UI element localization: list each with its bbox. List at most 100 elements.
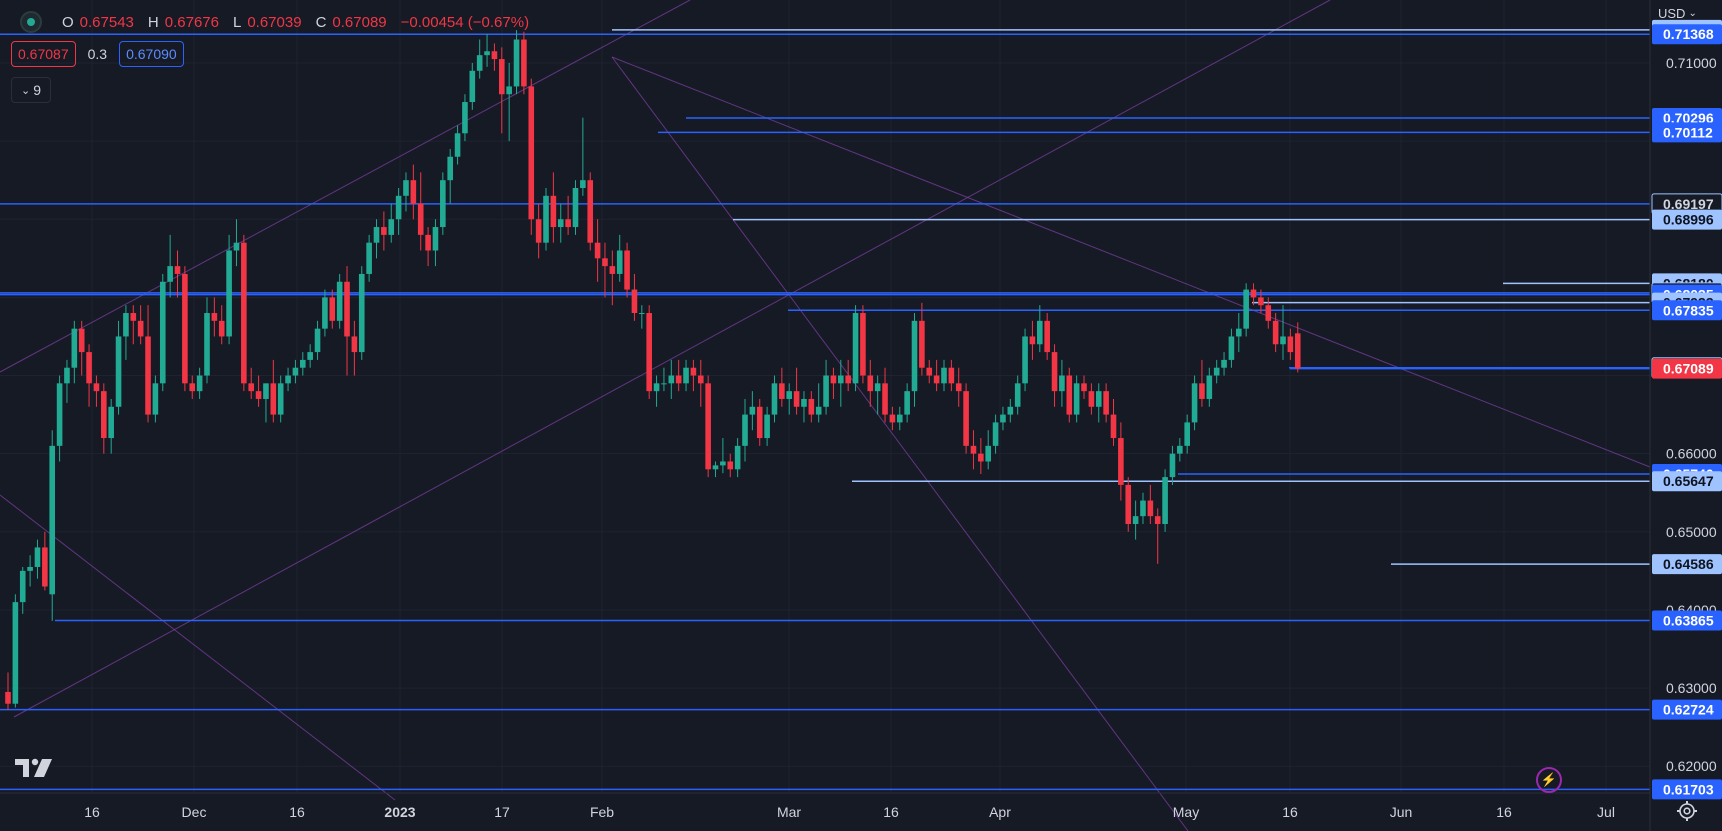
settings-gear-icon[interactable] — [1676, 800, 1698, 822]
candle-body — [218, 320, 225, 337]
indicators-toggle-button[interactable]: ⌄ 9 — [11, 77, 51, 103]
candle-body — [152, 383, 159, 415]
x-tick-label: Jul — [1597, 804, 1615, 820]
change-value: −0.00454 (−0.67%) — [400, 13, 530, 31]
candle-body — [101, 391, 107, 439]
candle-body — [1088, 391, 1095, 407]
candle-body — [292, 367, 299, 376]
high-value: 0.67676 — [164, 13, 219, 31]
candle-body — [1169, 453, 1176, 478]
sell-price-button[interactable]: 0.67087 — [11, 41, 76, 67]
level-label-box — [1652, 24, 1722, 45]
candle-body — [1154, 516, 1161, 524]
candle-body — [1110, 414, 1117, 439]
candle-body — [867, 375, 874, 392]
tradingview-logo-icon[interactable] — [15, 757, 55, 779]
level-label-text: 0.65647 — [1663, 473, 1714, 489]
candle-body — [705, 383, 711, 470]
candle-body — [624, 250, 630, 290]
candle-body — [78, 328, 85, 353]
candle-body — [71, 328, 78, 368]
symbol-status-icon[interactable] — [20, 11, 42, 33]
candle-body — [64, 367, 70, 384]
candle-body — [263, 383, 269, 399]
candle-body — [1095, 391, 1102, 407]
x-tick-label: Feb — [590, 804, 614, 820]
ohlc-legend: O 0.67543 H 0.67676 L 0.67039 C 0.67089 −0.0… — [20, 8, 537, 36]
candle-body — [941, 367, 947, 384]
level-label-box — [1652, 554, 1722, 575]
candle-body — [1125, 484, 1132, 524]
candle-body — [815, 406, 822, 415]
trendline — [611, 56, 1189, 831]
candle-body — [616, 250, 623, 274]
candle-body — [204, 313, 210, 376]
candle-body — [889, 414, 896, 423]
candle-body — [403, 180, 409, 196]
candle-body — [1265, 305, 1272, 321]
candle-body — [123, 313, 129, 337]
candle-body — [845, 375, 851, 384]
bid-ask-row: 0.67087 0.3 0.67090 — [11, 41, 184, 67]
candle-body — [285, 375, 291, 384]
level-label-text: 0.64586 — [1663, 556, 1714, 572]
close-value: 0.67089 — [332, 13, 387, 31]
candle-body — [211, 313, 218, 321]
candle-body — [226, 250, 232, 337]
trendline — [611, 56, 1651, 468]
level-labels: 0.714230.713680.702960.701120.691970.689… — [1651, 19, 1722, 800]
x-tick-label: 16 — [1282, 804, 1298, 820]
candle-body — [1014, 383, 1021, 407]
buy-price-button[interactable]: 0.67090 — [119, 41, 184, 67]
candle-body — [314, 328, 321, 353]
close-key: C — [315, 13, 327, 31]
candle-body — [336, 281, 343, 321]
candle-body — [1029, 336, 1036, 345]
candle-body — [1044, 320, 1050, 353]
chevron-down-icon: ⌄ — [1688, 8, 1697, 19]
candle-body — [535, 219, 542, 243]
candle-body — [661, 383, 667, 385]
candle-body — [690, 367, 697, 376]
candle-body — [432, 227, 439, 251]
candle-body — [933, 375, 940, 384]
candle-body — [1132, 516, 1139, 524]
candle-body — [911, 320, 918, 392]
candle-body — [425, 234, 431, 251]
candle-body — [86, 352, 92, 384]
candle-body — [34, 547, 41, 567]
candle-body — [1162, 477, 1168, 524]
candle-body — [646, 313, 652, 392]
candle-body — [572, 187, 579, 228]
lightning-icon[interactable]: ⚡ — [1536, 767, 1562, 793]
level-label-text: 0.67835 — [1663, 302, 1714, 318]
trendline — [13, 0, 1331, 718]
candle-body — [631, 289, 638, 314]
x-tick-label: 17 — [494, 804, 510, 820]
currency-label: USD — [1658, 6, 1686, 21]
candle-body — [1199, 383, 1205, 399]
candle-body — [587, 180, 594, 243]
candle-body — [1000, 414, 1006, 423]
candle-body — [491, 51, 498, 60]
level-label-box — [1652, 779, 1722, 800]
candle-body — [985, 445, 992, 462]
candle-body — [388, 219, 395, 235]
open-key: O — [62, 13, 74, 31]
candle-body — [1059, 375, 1065, 392]
level-label-text: 0.61703 — [1663, 781, 1714, 797]
level-label-text: 0.63865 — [1663, 612, 1714, 628]
candle-body — [697, 375, 704, 384]
candle-body — [513, 39, 520, 87]
candle-body — [42, 547, 48, 587]
candle-body — [476, 55, 483, 71]
currency-selector[interactable]: USD ⌄ — [1658, 6, 1697, 21]
candle-body — [1213, 367, 1220, 376]
candle-body — [300, 359, 306, 368]
candle-body — [675, 375, 682, 384]
candle-body — [764, 414, 770, 439]
candle-body — [145, 336, 151, 415]
candle-body — [992, 422, 999, 446]
candle-body — [248, 383, 255, 392]
